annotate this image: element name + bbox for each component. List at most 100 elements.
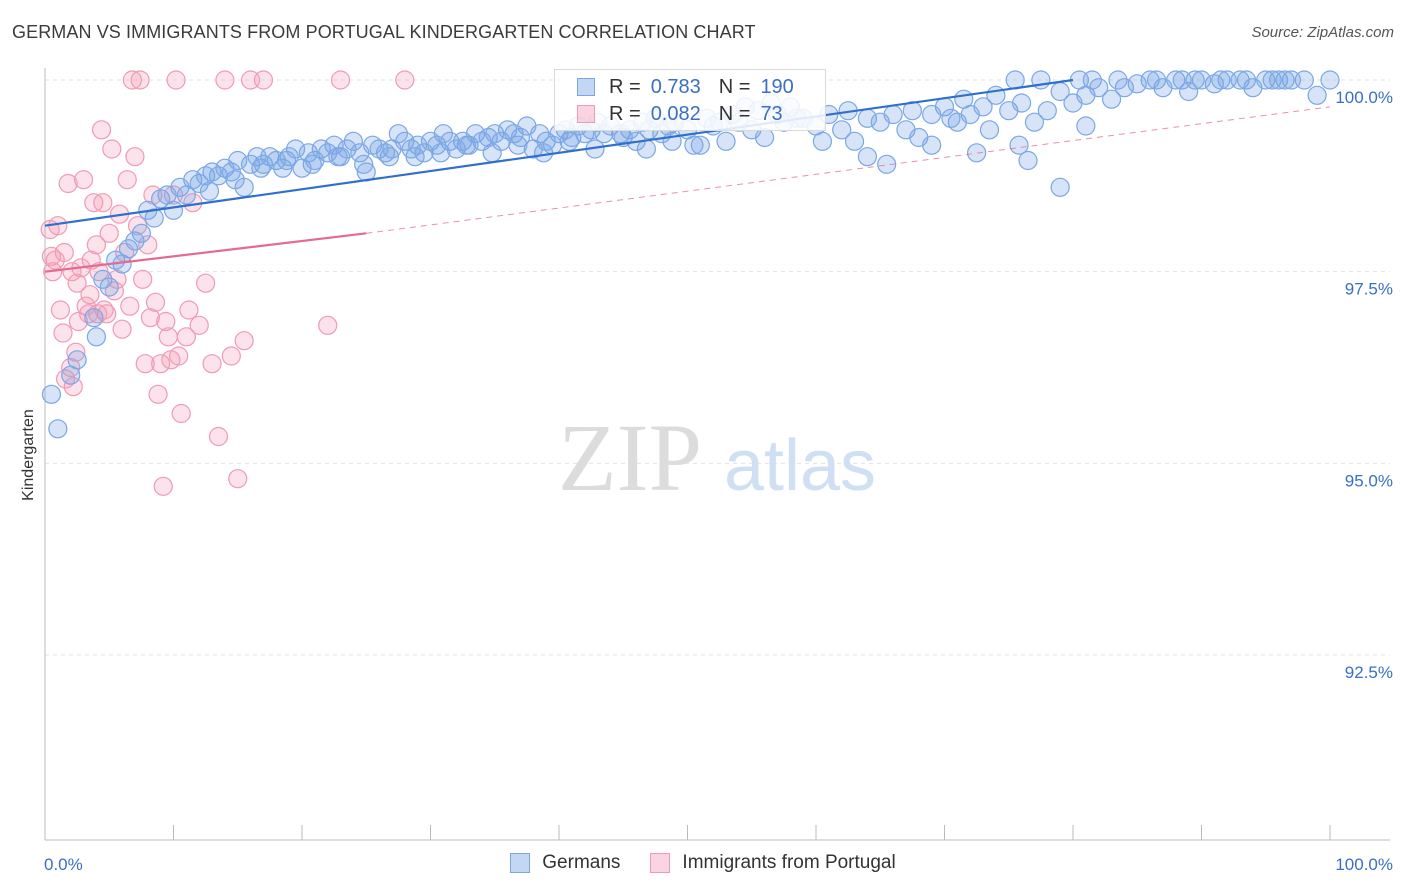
germans-point-163 bbox=[1236, 70, 1257, 90]
germans-point-175 bbox=[812, 131, 833, 151]
portugal-point-65 bbox=[208, 426, 229, 447]
portugal-point-18 bbox=[76, 296, 96, 316]
portugal-point-45 bbox=[138, 235, 158, 255]
germans-point-193 bbox=[354, 154, 374, 174]
germans-point-199 bbox=[199, 181, 220, 201]
germans-point-59 bbox=[433, 124, 453, 144]
portugal-point-6 bbox=[53, 323, 73, 343]
germans-point-173 bbox=[941, 108, 961, 128]
germans-point-189 bbox=[456, 135, 477, 155]
germans-point-125 bbox=[973, 97, 993, 117]
portugal-point-67 bbox=[221, 346, 241, 366]
portugal-point-57 bbox=[169, 346, 189, 366]
portugal-point-35 bbox=[112, 319, 132, 339]
legend-swatch-germans bbox=[577, 78, 595, 96]
germans-point-41 bbox=[318, 143, 338, 163]
portugal-point-14 bbox=[67, 273, 87, 293]
germans-point-33 bbox=[266, 150, 286, 171]
germans-point-14 bbox=[144, 208, 164, 228]
x-tick-label-1: 100.0% bbox=[1335, 855, 1393, 874]
legend-label-germans: Germans bbox=[542, 852, 621, 873]
germans-point-1 bbox=[48, 419, 68, 439]
portugal-point-48 bbox=[145, 292, 166, 312]
portugal-point-30 bbox=[99, 223, 119, 243]
y-tick-label-3: 92.5% bbox=[1345, 663, 1393, 682]
legend-n-value-germans: 190 bbox=[760, 75, 794, 98]
legend-row-germans: R = 0.783 N = 190 bbox=[577, 74, 794, 100]
portugal-point-66 bbox=[215, 70, 235, 90]
germans-point-152 bbox=[1307, 85, 1327, 105]
legend-item-portugal[interactable]: Immigrants from Portugal bbox=[650, 852, 896, 874]
watermark: ZIP atlas bbox=[558, 404, 876, 511]
portugal-point-31 bbox=[102, 139, 122, 159]
portugal-point-51 bbox=[153, 476, 173, 496]
portugal-point-73 bbox=[330, 70, 351, 90]
germans-point-166 bbox=[967, 143, 987, 163]
legend-row-portugal: R = 0.082 N = 73 bbox=[577, 101, 783, 127]
x-tick-label-0: 0.0% bbox=[44, 855, 83, 874]
germans-point-169 bbox=[1050, 177, 1070, 197]
legend-n-label-portugal: N = bbox=[718, 102, 751, 125]
stats-legend: R = 0.783 N = 190 R = 0.082 N = 73 bbox=[554, 69, 826, 131]
portugal-point-71 bbox=[253, 70, 274, 90]
watermark-atlas: atlas bbox=[724, 426, 876, 506]
germans-point-130 bbox=[1024, 112, 1045, 132]
germans-point-180 bbox=[684, 135, 704, 155]
legend-r-value-germans: 0.783 bbox=[650, 75, 701, 98]
germans-point-161 bbox=[1185, 70, 1205, 90]
portugal-point-43 bbox=[133, 269, 153, 289]
germans-point-143 bbox=[1191, 70, 1212, 90]
portugal-point-33 bbox=[107, 269, 127, 289]
germans-point-5 bbox=[84, 308, 104, 328]
portugal-point-63 bbox=[196, 273, 216, 293]
portugal-point-27 bbox=[93, 193, 113, 213]
germans-point-116 bbox=[883, 104, 903, 125]
axes bbox=[44, 68, 1390, 841]
portugal-point-17 bbox=[73, 170, 94, 190]
portugal-point-40 bbox=[125, 147, 145, 167]
y-tick-label-1: 97.5% bbox=[1345, 280, 1393, 299]
germans-point-17 bbox=[163, 200, 184, 220]
legend-item-germans[interactable]: Germans bbox=[510, 852, 620, 874]
germans-point-182 bbox=[636, 139, 656, 159]
germans-point-71 bbox=[510, 127, 531, 148]
legend-r-value-portugal: 0.082 bbox=[650, 102, 701, 125]
germans-point-96 bbox=[690, 135, 710, 155]
germans-point-153 bbox=[1320, 70, 1340, 90]
germans-point-162 bbox=[1211, 70, 1231, 90]
portugal-point-69 bbox=[234, 331, 254, 351]
legend-swatch-portugal bbox=[577, 105, 595, 123]
germans-trend-line bbox=[44, 78, 1074, 227]
portugal-point-26 bbox=[91, 120, 112, 140]
portugal-point-13 bbox=[66, 342, 86, 362]
germans-point-170 bbox=[1076, 116, 1096, 136]
germans-point-186 bbox=[533, 143, 554, 163]
germans-point-185 bbox=[559, 131, 579, 151]
germans-point-6 bbox=[93, 269, 113, 289]
germans-point-192 bbox=[379, 147, 399, 167]
legend-swatch-germans-bottom bbox=[510, 853, 531, 873]
germans-point-7 bbox=[99, 277, 119, 297]
portugal-point-1 bbox=[41, 246, 62, 266]
germans-point-52 bbox=[388, 124, 408, 144]
germans-point-67 bbox=[485, 124, 505, 144]
portugal-point-60 bbox=[179, 300, 199, 320]
legend-n-label-germans: N = bbox=[718, 75, 751, 98]
portugal-point-59 bbox=[176, 327, 196, 347]
series-legend: Germans Immigrants from Portugal bbox=[0, 852, 1406, 874]
germans-point-45 bbox=[343, 131, 363, 151]
portugal-point-23 bbox=[86, 235, 107, 255]
portugal-point-7 bbox=[54, 242, 74, 263]
legend-r-label-portugal: R = bbox=[609, 102, 641, 125]
germans-point-38 bbox=[298, 143, 319, 163]
portugal-point-64 bbox=[202, 354, 222, 374]
y-tick-label-2: 95.0% bbox=[1345, 471, 1393, 490]
germans-point-190 bbox=[431, 143, 451, 163]
portugal-point-20 bbox=[80, 285, 100, 305]
germans-point-12 bbox=[131, 223, 151, 243]
germans-point-159 bbox=[1146, 70, 1167, 90]
portugal-point-10 bbox=[61, 357, 81, 378]
germans-point-157 bbox=[1082, 70, 1102, 90]
germans-point-151 bbox=[1294, 70, 1314, 90]
portugal-point-29 bbox=[97, 304, 117, 324]
